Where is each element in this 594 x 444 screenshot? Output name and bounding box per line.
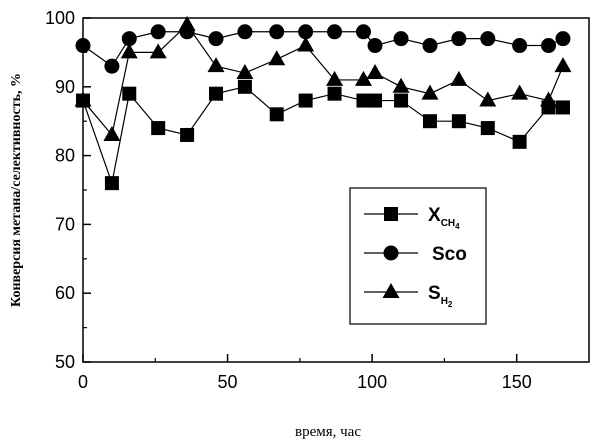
- legend-main-text: Sco: [432, 244, 467, 265]
- data-point-sco: [298, 24, 314, 40]
- x-tick-label: 100: [357, 372, 387, 392]
- data-point-x-ch4: [327, 86, 342, 101]
- legend-label-sco: Sco: [432, 244, 467, 265]
- y-tick-label: 70: [55, 214, 75, 234]
- data-point-sh2: [326, 70, 344, 86]
- data-point-sh2: [178, 15, 196, 31]
- legend-subscript: H: [441, 296, 448, 307]
- series-sh2: [74, 15, 572, 141]
- legend-main-text: S: [428, 283, 441, 304]
- data-point-x-ch4: [237, 79, 252, 94]
- data-point-sco: [237, 24, 253, 40]
- legend-main-text: X: [428, 205, 441, 226]
- y-tick-label: 50: [55, 352, 75, 372]
- data-point-sh2: [103, 125, 121, 141]
- data-point-x-ch4: [480, 121, 495, 136]
- data-point-sh2: [354, 70, 372, 86]
- data-point-x-ch4: [104, 176, 119, 191]
- legend-subscript: CH: [441, 218, 455, 229]
- x-tick-label: 50: [218, 372, 238, 392]
- data-point-x-ch4: [394, 93, 409, 108]
- data-point-x-ch4: [180, 127, 195, 142]
- data-point-sco: [541, 38, 557, 54]
- y-tick-label: 90: [55, 77, 75, 97]
- data-point-sco: [327, 24, 343, 40]
- legend-marker-x-ch4: [384, 207, 398, 221]
- legend-box: [349, 187, 487, 325]
- data-point-x-ch4: [298, 93, 313, 108]
- series-layer: [74, 15, 572, 191]
- data-point-sco: [121, 31, 137, 47]
- data-point-sh2: [554, 57, 572, 73]
- data-point-x-ch4: [368, 93, 383, 108]
- legend-subscript-digit: 2: [448, 300, 453, 309]
- series-sco: [75, 24, 571, 74]
- data-point-sh2: [450, 70, 468, 86]
- legend-marker-sco: [383, 245, 399, 261]
- series-x-ch4: [76, 79, 570, 191]
- y-tick-label: 80: [55, 146, 75, 166]
- x-axis-title: время, час: [295, 424, 361, 440]
- legend-item-sh2: SH2: [364, 283, 453, 309]
- legend-item-sco: Sco: [364, 244, 467, 265]
- data-point-sco: [104, 58, 120, 74]
- data-point-sco: [367, 38, 383, 54]
- data-point-x-ch4: [151, 121, 166, 136]
- data-point-sh2: [479, 91, 497, 107]
- data-point-sh2: [540, 91, 558, 107]
- x-tick-label: 150: [502, 372, 532, 392]
- data-point-sco: [480, 31, 496, 47]
- legend-subscript-digit: 4: [455, 222, 460, 231]
- data-point-sh2: [392, 77, 410, 93]
- data-point-x-ch4: [269, 107, 284, 122]
- y-tick-label: 100: [45, 8, 75, 28]
- legend-marker-sh2: [382, 283, 400, 298]
- data-point-sh2: [236, 64, 254, 80]
- x-tick-label: 0: [78, 372, 88, 392]
- data-point-sh2: [297, 36, 315, 52]
- data-point-sco: [208, 31, 224, 47]
- data-point-sh2: [149, 43, 167, 59]
- data-point-sco: [512, 38, 528, 54]
- data-point-sco: [269, 24, 285, 40]
- data-point-sh2: [366, 64, 384, 80]
- data-point-sh2: [207, 57, 225, 73]
- data-point-sco: [555, 31, 571, 47]
- data-point-sh2: [511, 84, 529, 100]
- data-point-sh2: [120, 43, 138, 59]
- data-point-x-ch4: [356, 93, 371, 108]
- y-tick-label: 60: [55, 283, 75, 303]
- legend: XCH4 Sco SH2: [349, 187, 487, 325]
- data-point-x-ch4: [422, 114, 437, 129]
- legend-label-sh2: SH2: [428, 283, 453, 309]
- data-point-sh2: [268, 50, 286, 66]
- y-axis-title: Конверсия метана/селективность, %: [9, 73, 24, 307]
- data-point-sh2: [74, 91, 92, 107]
- legend-entries: XCH4 Sco SH2: [364, 205, 467, 309]
- data-point-x-ch4: [555, 100, 570, 115]
- data-point-sco: [451, 31, 467, 47]
- data-point-sco: [150, 24, 166, 40]
- legend-item-x-ch4: XCH4: [364, 205, 460, 231]
- legend-label-x-ch4: XCH4: [428, 205, 460, 231]
- data-point-x-ch4: [451, 114, 466, 129]
- data-point-x-ch4: [209, 86, 224, 101]
- data-point-sh2: [421, 84, 439, 100]
- data-point-sco: [355, 24, 371, 40]
- data-point-sco: [393, 31, 409, 47]
- data-point-x-ch4: [122, 86, 137, 101]
- plot-frame: [82, 17, 590, 363]
- data-point-sco: [75, 38, 91, 54]
- data-point-x-ch4: [512, 134, 527, 149]
- data-point-sco: [422, 38, 438, 54]
